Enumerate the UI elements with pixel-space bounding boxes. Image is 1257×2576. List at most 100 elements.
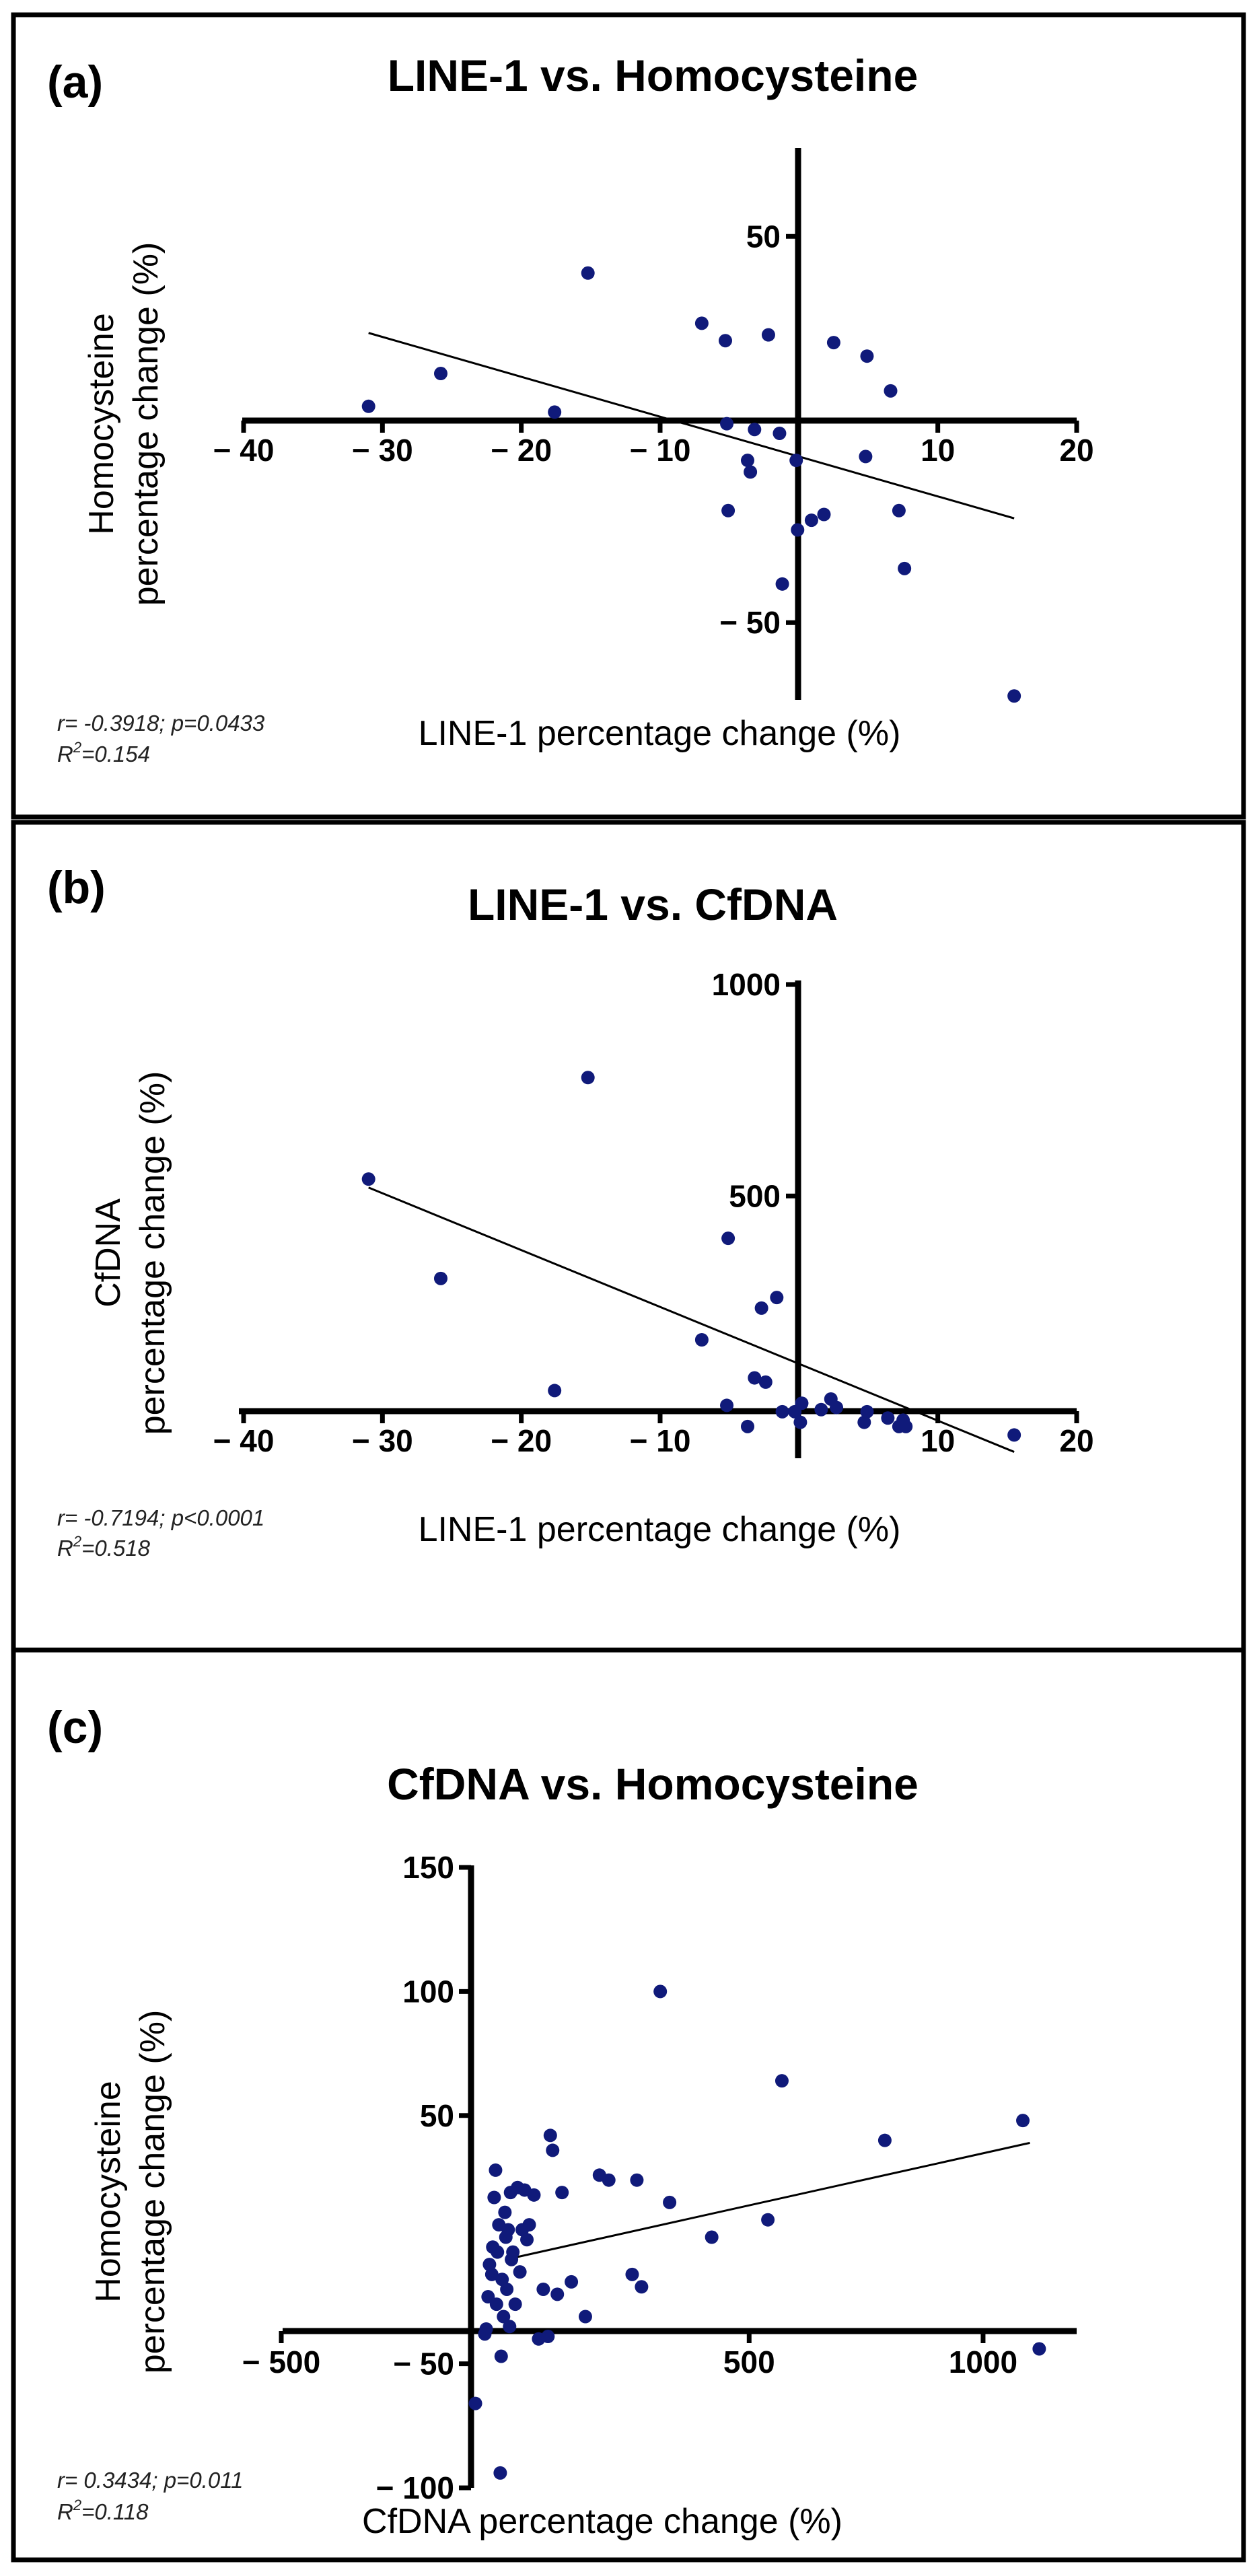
data-point xyxy=(565,2275,579,2289)
data-point xyxy=(536,2282,550,2296)
panel-frame xyxy=(11,1647,1246,2563)
panel-b: (b) LINE-1 vs. CfDNA − 40 − 30 − 20 − 10 10 2… xyxy=(11,820,1246,1653)
y-axis-label: Homocysteine percentage change (%) xyxy=(82,242,166,606)
data-point xyxy=(548,405,562,419)
data-point xyxy=(663,2195,677,2209)
x-axis-label: LINE-1 percentage change (%) xyxy=(419,714,901,753)
data-point xyxy=(506,2245,520,2259)
data-points xyxy=(468,1984,1046,2480)
data-point xyxy=(548,1384,562,1398)
data-point xyxy=(720,417,734,431)
data-point xyxy=(1016,2114,1030,2128)
data-point xyxy=(484,2267,499,2281)
data-point xyxy=(898,561,912,575)
data-point xyxy=(721,1231,735,1246)
r-squared-symbol: R xyxy=(57,742,73,766)
y-axis-label-line1: Homocysteine xyxy=(89,2081,128,2302)
y-axis-label-line1: CfDNA xyxy=(89,1198,128,1308)
x-tick-label: 1000 xyxy=(949,2345,1017,2380)
data-point xyxy=(881,1411,895,1425)
panel-a: (a) LINE-1 vs. Homocysteine − 40 − 30 − 20… xyxy=(11,12,1246,820)
y-axis-label: Homocysteine percentage change (%) xyxy=(89,2010,172,2374)
data-point xyxy=(479,2322,493,2336)
x-tick-label: − 40 xyxy=(213,1423,275,1458)
data-point xyxy=(740,454,754,468)
data-point xyxy=(859,450,873,464)
data-point xyxy=(1007,689,1021,703)
data-point xyxy=(770,1291,784,1305)
data-point xyxy=(513,2265,527,2279)
x-tick-label: − 30 xyxy=(352,1423,413,1458)
data-point xyxy=(775,2074,789,2088)
y-tick-label: 500 xyxy=(729,1178,781,1213)
axis-ticks: − 40 − 30 − 20 − 10 10 20 50 − 50 xyxy=(213,219,1094,640)
x-tick-label: 500 xyxy=(723,2345,775,2380)
r-squared-value: =0.118 xyxy=(81,2499,149,2524)
data-point xyxy=(501,2223,515,2237)
data-point xyxy=(433,367,447,381)
data-point xyxy=(625,2267,639,2281)
x-tick-label: 20 xyxy=(1059,433,1093,468)
data-point xyxy=(694,1333,709,1347)
y-tick-label: 50 xyxy=(746,219,781,254)
x-tick-label: 20 xyxy=(1059,1423,1093,1458)
x-tick-label: − 10 xyxy=(630,433,691,468)
r-squared: R2=0.118 xyxy=(57,2497,149,2524)
r-squared-superscript: 2 xyxy=(73,2497,81,2513)
data-point xyxy=(550,2287,565,2301)
data-point xyxy=(758,1375,773,1389)
regression-line xyxy=(368,332,1015,520)
data-point xyxy=(508,2297,522,2312)
x-tick-label: − 20 xyxy=(491,433,552,468)
x-tick-label: − 20 xyxy=(491,1423,552,1458)
data-point xyxy=(748,1371,762,1385)
r-squared-value: =0.518 xyxy=(81,1536,150,1561)
y-tick-label: 150 xyxy=(402,1850,454,1885)
y-tick-label: 50 xyxy=(420,2098,454,2133)
x-tick-label: 10 xyxy=(921,1423,955,1458)
y-axis-label-line2: percentage change (%) xyxy=(133,2010,172,2374)
chart-title: CfDNA vs. Homocysteine xyxy=(387,1759,919,1809)
data-point xyxy=(761,328,775,342)
y-tick-label: 1000 xyxy=(712,967,781,1002)
y-axis-label-line2: percentage change (%) xyxy=(127,242,166,606)
data-point xyxy=(630,2173,644,2187)
data-point xyxy=(581,1071,595,1085)
y-tick-label: 100 xyxy=(402,1974,454,2009)
regression-line xyxy=(505,2141,1030,2261)
data-point xyxy=(468,2396,482,2410)
data-point xyxy=(527,2188,541,2202)
data-point xyxy=(773,426,787,440)
data-point xyxy=(498,2205,512,2219)
data-point xyxy=(795,1396,809,1410)
y-tick-label: − 50 xyxy=(719,605,781,640)
correlation-stats: r= -0.3918; p=0.0433 xyxy=(57,711,265,736)
y-axis-label-line1: Homocysteine xyxy=(82,313,121,534)
x-tick-label: − 30 xyxy=(352,433,413,468)
data-point xyxy=(1032,2342,1046,2356)
data-point xyxy=(793,1415,807,1429)
data-point xyxy=(705,2230,719,2244)
data-point xyxy=(817,507,831,522)
x-tick-label: − 500 xyxy=(242,2345,320,2380)
x-tick-label: − 10 xyxy=(630,1423,691,1458)
x-tick-label: − 40 xyxy=(213,433,275,468)
data-point xyxy=(761,2213,775,2227)
data-point xyxy=(520,2233,534,2247)
data-point xyxy=(500,2282,514,2296)
data-point xyxy=(541,2330,555,2344)
data-point xyxy=(791,523,805,537)
data-point xyxy=(543,2128,557,2143)
data-point xyxy=(493,2466,507,2480)
data-point xyxy=(804,513,818,528)
axis-ticks: − 40 − 30 − 20 − 10 10 20 1000 500 xyxy=(213,967,1094,1458)
x-tick-label: 10 xyxy=(921,433,955,468)
correlation-stats: r= -0.7194; p<0.0001 xyxy=(57,1505,264,1530)
data-point xyxy=(830,1400,844,1415)
panel-label: (c) xyxy=(47,1702,103,1753)
y-tick-label: − 100 xyxy=(376,2470,454,2505)
regression-line xyxy=(368,1186,1015,1453)
panel-label: (a) xyxy=(47,57,103,108)
data-points xyxy=(361,1071,1021,1442)
